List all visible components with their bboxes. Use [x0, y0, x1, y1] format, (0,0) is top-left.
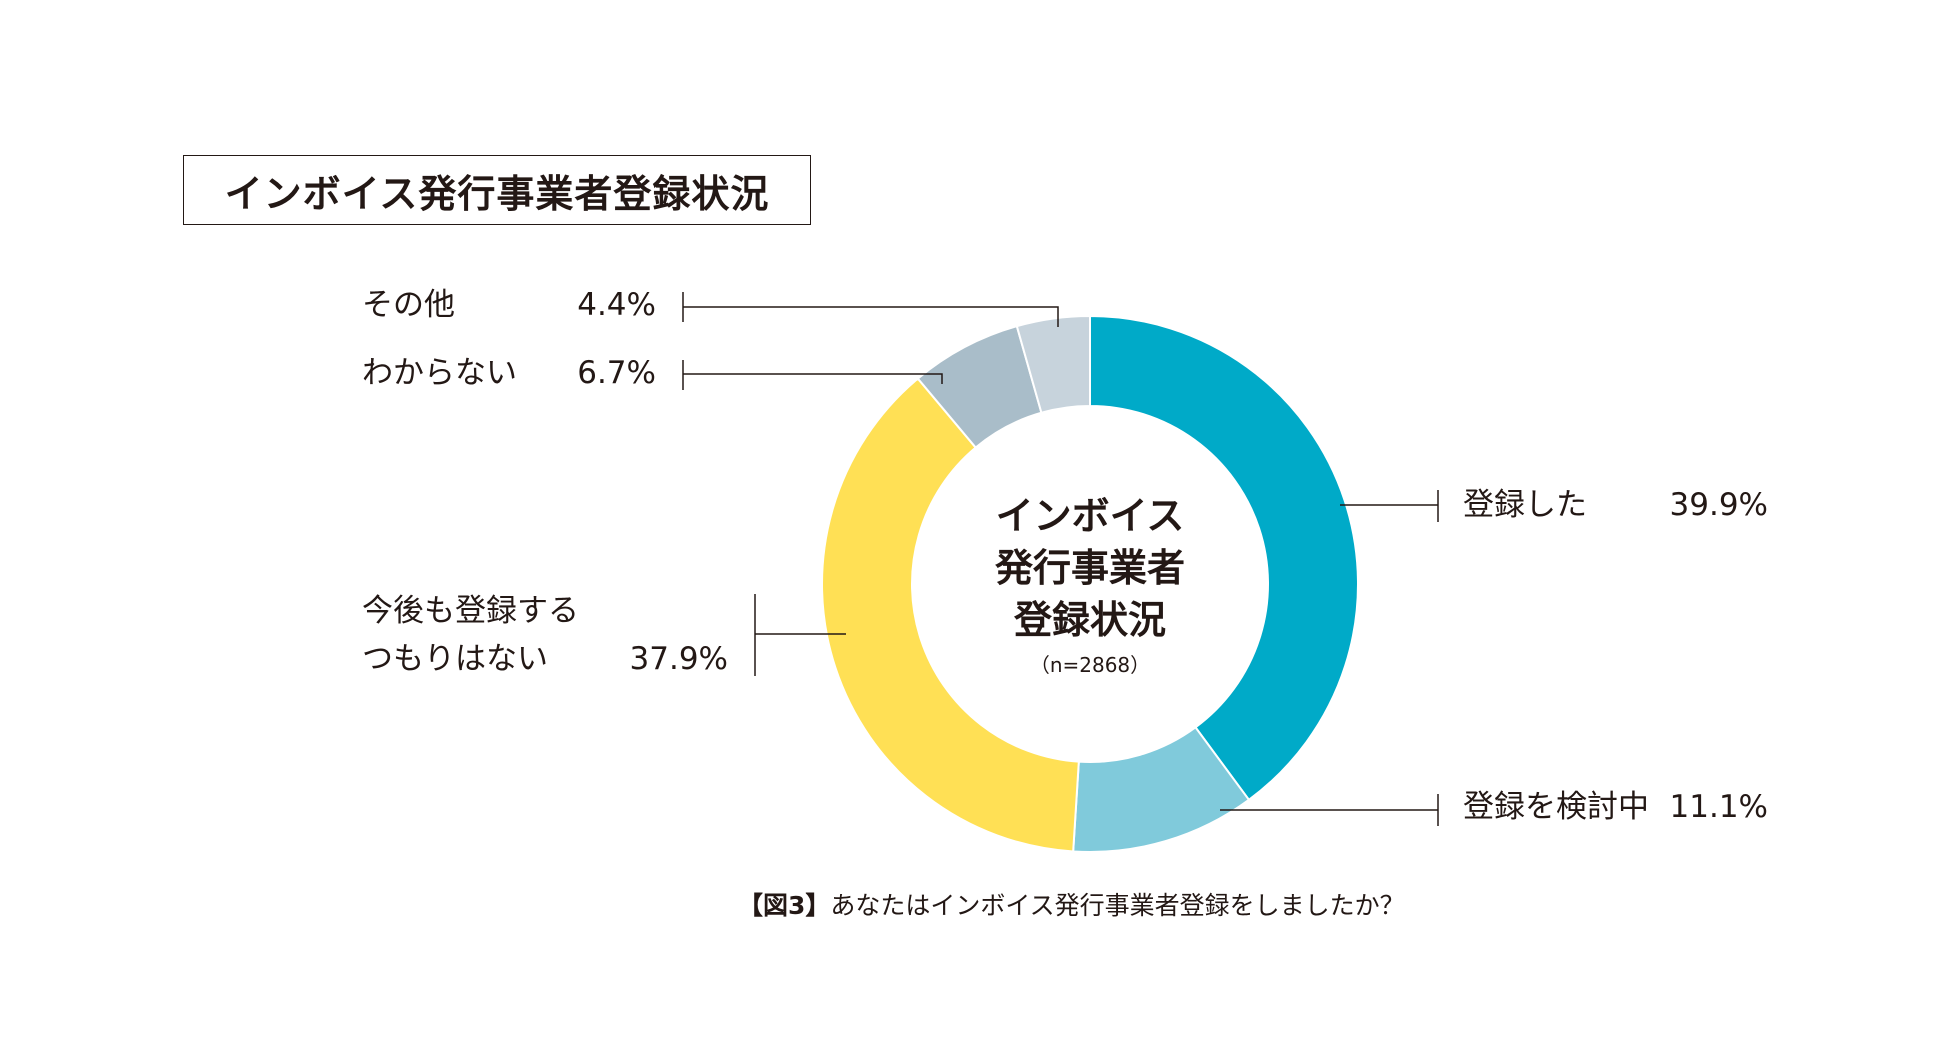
label-considering: 登録を検討中	[1463, 789, 1649, 825]
label-no-plan-line2: つもりはない	[362, 641, 548, 677]
value-no-plan: 37.9%	[629, 641, 728, 677]
value-unknown: 6.7%	[577, 355, 656, 391]
value-considering: 11.1%	[1669, 789, 1768, 825]
leader-line-other	[683, 306, 1059, 327]
label-no-plan-line1: 今後も登録する	[362, 593, 579, 629]
slice-other	[1015, 314, 1091, 414]
donut-center-label: インボイス 発行事業者 登録状況 （n=2868）	[940, 490, 1240, 680]
center-line-3: 登録状況	[1013, 598, 1166, 642]
center-line-1: インボイス	[995, 494, 1185, 538]
label-registered: 登録した	[1463, 487, 1587, 523]
chart-title: インボイス発行事業者登録状況	[224, 171, 770, 216]
sample-size: （n=2868）	[1029, 653, 1151, 677]
label-other: その他	[362, 287, 455, 323]
value-registered: 39.9%	[1669, 487, 1768, 523]
leader-line-unknown	[683, 373, 943, 384]
center-line-2: 発行事業者	[994, 546, 1185, 590]
figure-caption-text: あなたはインボイス発行事業者登録をしましたか？	[830, 891, 1405, 920]
figure-number: 【図3】	[738, 891, 831, 920]
chart-title-box: インボイス発行事業者登録状況	[183, 155, 811, 225]
label-unknown: わからない	[362, 355, 517, 391]
slice-registered	[1089, 314, 1359, 802]
figure-caption: 【図3】あなたはインボイス発行事業者登録をしましたか？	[738, 886, 1405, 922]
slice-no-plan	[821, 377, 1080, 853]
value-other: 4.4%	[577, 287, 656, 323]
